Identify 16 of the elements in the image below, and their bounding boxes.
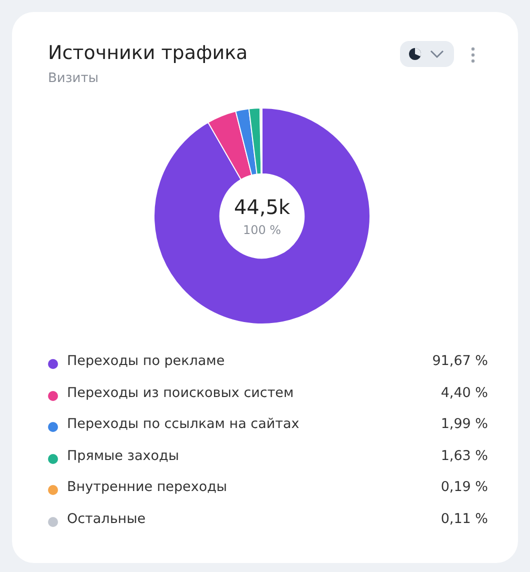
data-label: 1,63 % bbox=[440, 448, 488, 464]
legend-label: Переходы из поисковых систем bbox=[67, 384, 294, 401]
data-label: 91,67 % bbox=[432, 353, 488, 369]
data-label: 0,19 % bbox=[440, 479, 488, 496]
text: 100 % bbox=[242, 223, 282, 238]
legend-label: Остальные bbox=[67, 510, 146, 527]
legend-label: Прямые заходы bbox=[67, 448, 179, 464]
chart-title: Источники трафика bbox=[48, 42, 248, 64]
legend-label: Переходы по рекламе bbox=[67, 353, 225, 369]
text: 44,5k bbox=[234, 195, 290, 220]
data-label: 4,40 % bbox=[440, 384, 488, 401]
data-label: 1,99 % bbox=[440, 416, 488, 432]
data-label: 0,11 % bbox=[440, 510, 488, 527]
legend-label: Переходы по ссылкам на сайтах bbox=[67, 416, 300, 432]
legend-label: Внутренние переходы bbox=[67, 479, 228, 496]
chart-subtitle: Визиты bbox=[48, 71, 99, 86]
